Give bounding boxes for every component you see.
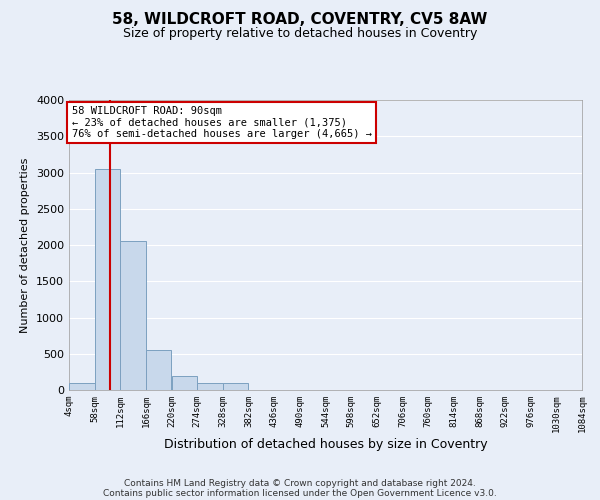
Bar bbox=[172, 376, 197, 390]
Bar bbox=[197, 383, 223, 390]
Y-axis label: Number of detached properties: Number of detached properties bbox=[20, 158, 31, 332]
Bar bbox=[223, 383, 248, 390]
Text: 58 WILDCROFT ROAD: 90sqm
← 23% of detached houses are smaller (1,375)
76% of sem: 58 WILDCROFT ROAD: 90sqm ← 23% of detach… bbox=[71, 106, 371, 139]
Bar bbox=[121, 242, 146, 390]
Text: 58, WILDCROFT ROAD, COVENTRY, CV5 8AW: 58, WILDCROFT ROAD, COVENTRY, CV5 8AW bbox=[112, 12, 488, 28]
Bar bbox=[95, 169, 120, 390]
X-axis label: Distribution of detached houses by size in Coventry: Distribution of detached houses by size … bbox=[164, 438, 487, 451]
Bar bbox=[146, 350, 172, 390]
Bar bbox=[69, 384, 95, 390]
Text: Contains public sector information licensed under the Open Government Licence v3: Contains public sector information licen… bbox=[103, 488, 497, 498]
Text: Size of property relative to detached houses in Coventry: Size of property relative to detached ho… bbox=[123, 28, 477, 40]
Text: Contains HM Land Registry data © Crown copyright and database right 2024.: Contains HM Land Registry data © Crown c… bbox=[124, 478, 476, 488]
